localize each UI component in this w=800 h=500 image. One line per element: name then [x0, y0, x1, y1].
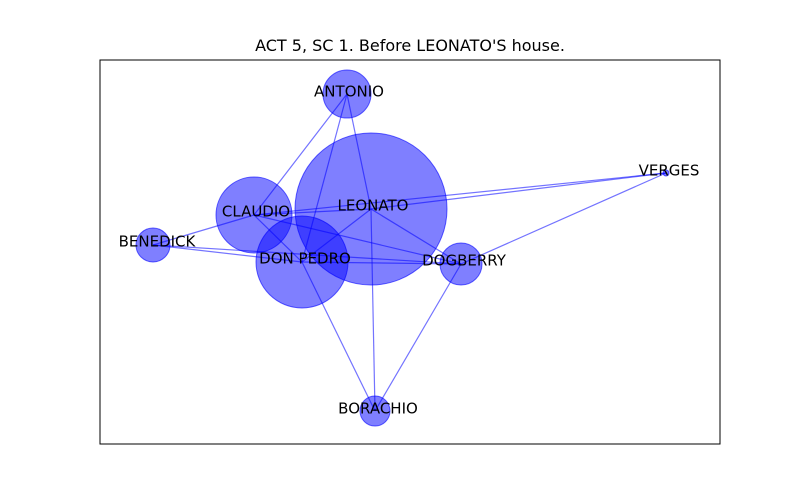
label-layer: ANTONIO VERGES LEONATO CLAUDIO BENEDICK DON P… — [119, 83, 700, 418]
node-dogberry — [439, 242, 483, 286]
node-label-benedick: BENEDICK — [119, 233, 197, 251]
node-label-borachio: BORACHIO — [338, 400, 418, 418]
node-verges — [662, 169, 670, 177]
node-layer — [135, 69, 670, 427]
edge-dogberry-verges — [460, 172, 667, 265]
node-label-verges: VERGES — [639, 162, 700, 180]
node-label-dogberry: DOGBERRY — [422, 252, 507, 270]
plot-frame — [99, 59, 721, 445]
node-antonio — [322, 69, 372, 119]
node-label-leonato: LEONATO — [338, 197, 409, 215]
node-don-pedro — [255, 215, 349, 309]
node-benedick — [135, 227, 171, 263]
page-title: ACT 5, SC 1. Before LEONATO'S house. — [255, 36, 565, 55]
node-label-antonio: ANTONIO — [314, 83, 384, 101]
node-label-claudio: CLAUDIO — [222, 203, 290, 221]
edge-dogberry-borachio — [374, 263, 462, 412]
node-borachio — [359, 395, 391, 427]
node-label-don-pedro: DON PEDRO — [259, 250, 351, 268]
